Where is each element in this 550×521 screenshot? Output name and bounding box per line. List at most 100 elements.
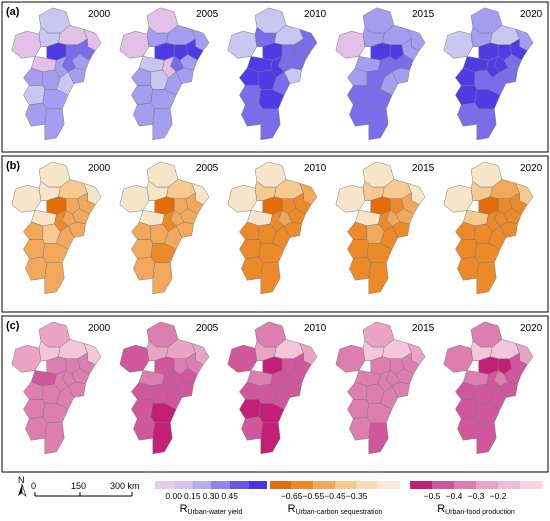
region xyxy=(349,416,371,441)
region xyxy=(23,239,46,260)
year-label: 2005 xyxy=(196,323,219,334)
region xyxy=(56,71,75,96)
region xyxy=(239,85,262,106)
map-2000 xyxy=(11,7,102,141)
region xyxy=(260,262,281,295)
region xyxy=(457,416,479,441)
region xyxy=(368,108,389,141)
year-label: 2015 xyxy=(412,323,435,334)
region xyxy=(457,102,479,127)
year-label: 2010 xyxy=(304,323,327,334)
region xyxy=(272,385,291,410)
region xyxy=(347,239,370,260)
region xyxy=(11,184,42,213)
region xyxy=(368,422,389,455)
scale-bar: N 0 150 300 km xyxy=(18,475,140,497)
legend-swatch xyxy=(192,481,211,489)
region xyxy=(391,381,410,398)
region xyxy=(476,422,497,455)
scale-label-300: 300 km xyxy=(110,481,140,491)
region xyxy=(391,67,410,84)
region xyxy=(164,385,183,410)
panel-frame xyxy=(1,315,549,473)
region xyxy=(44,108,65,141)
region xyxy=(23,399,46,420)
region xyxy=(56,385,75,410)
region xyxy=(25,102,47,127)
map-row: 2000 2005 2010 2015 2020 xyxy=(11,161,543,295)
region xyxy=(152,422,173,455)
region xyxy=(119,344,150,373)
region xyxy=(260,422,281,455)
region xyxy=(272,71,291,96)
region xyxy=(131,85,154,106)
map-2010 xyxy=(227,7,318,141)
region xyxy=(488,71,507,96)
region xyxy=(227,184,258,213)
legend-tick: 0.45 xyxy=(221,491,238,501)
legend-swatch xyxy=(291,481,314,489)
panel-label: (b) xyxy=(6,160,20,172)
region xyxy=(175,67,194,84)
map-2005 xyxy=(119,321,210,455)
map-2010 xyxy=(227,161,318,295)
north-arrow-icon xyxy=(18,483,27,497)
map-2005 xyxy=(119,7,210,141)
region xyxy=(133,256,155,281)
map-2015 xyxy=(335,161,426,295)
legend-tick: −0.45 xyxy=(324,491,346,501)
panel-a: (a) 2000 2005 2010 2015 2020 xyxy=(1,1,549,153)
legend-tick: −0.65 xyxy=(281,491,303,501)
legend-1: −0.65 −0.55 −0.45 −0.35 RUrban-carbon seques… xyxy=(270,481,400,516)
map-2015 xyxy=(335,321,426,455)
legend-tick: −0.35 xyxy=(346,491,368,501)
map-row: 2000 2005 2010 2015 2020 xyxy=(11,321,543,455)
region xyxy=(164,71,183,96)
region xyxy=(443,184,474,213)
region xyxy=(335,184,366,213)
region xyxy=(44,422,65,455)
legend-swatch xyxy=(410,481,432,489)
region xyxy=(152,108,173,141)
region xyxy=(476,262,497,295)
region xyxy=(260,108,281,141)
panel-frame xyxy=(1,155,549,313)
region xyxy=(239,399,262,420)
region xyxy=(241,102,263,127)
legend-swatch xyxy=(173,481,193,489)
region xyxy=(283,67,302,84)
year-label: 2020 xyxy=(520,163,543,174)
region xyxy=(335,344,366,373)
legend-tick: −0.2 xyxy=(490,491,507,501)
region xyxy=(335,30,366,59)
legend-tick: −0.3 xyxy=(468,491,485,501)
year-label: 2000 xyxy=(88,323,111,334)
region xyxy=(67,381,86,398)
year-label: 2010 xyxy=(304,9,327,20)
region xyxy=(476,108,497,141)
region xyxy=(119,30,150,59)
legend-swatch xyxy=(454,481,476,489)
legend-tick: 0.00 xyxy=(165,491,182,501)
year-label: 2015 xyxy=(412,9,435,20)
panel-label: (c) xyxy=(6,320,20,332)
legend-swatch xyxy=(229,481,249,489)
legend-title: RUrban-food production xyxy=(437,503,515,516)
map-2010 xyxy=(227,321,318,455)
year-label: 2015 xyxy=(412,163,435,174)
legend-swatch xyxy=(248,481,267,489)
legend-tick: −0.5 xyxy=(424,491,441,501)
region xyxy=(227,30,258,59)
region xyxy=(44,262,65,295)
region xyxy=(380,71,399,96)
legend-swatch xyxy=(476,481,498,489)
legend-tick: −0.4 xyxy=(446,491,463,501)
region xyxy=(25,416,47,441)
year-label: 2005 xyxy=(196,9,219,20)
region xyxy=(499,221,518,238)
region xyxy=(25,256,47,281)
year-label: 2020 xyxy=(520,323,543,334)
legend-tick: −0.55 xyxy=(303,491,325,501)
panel-c: (c) 2000 2005 2010 2015 2020 xyxy=(1,315,549,473)
